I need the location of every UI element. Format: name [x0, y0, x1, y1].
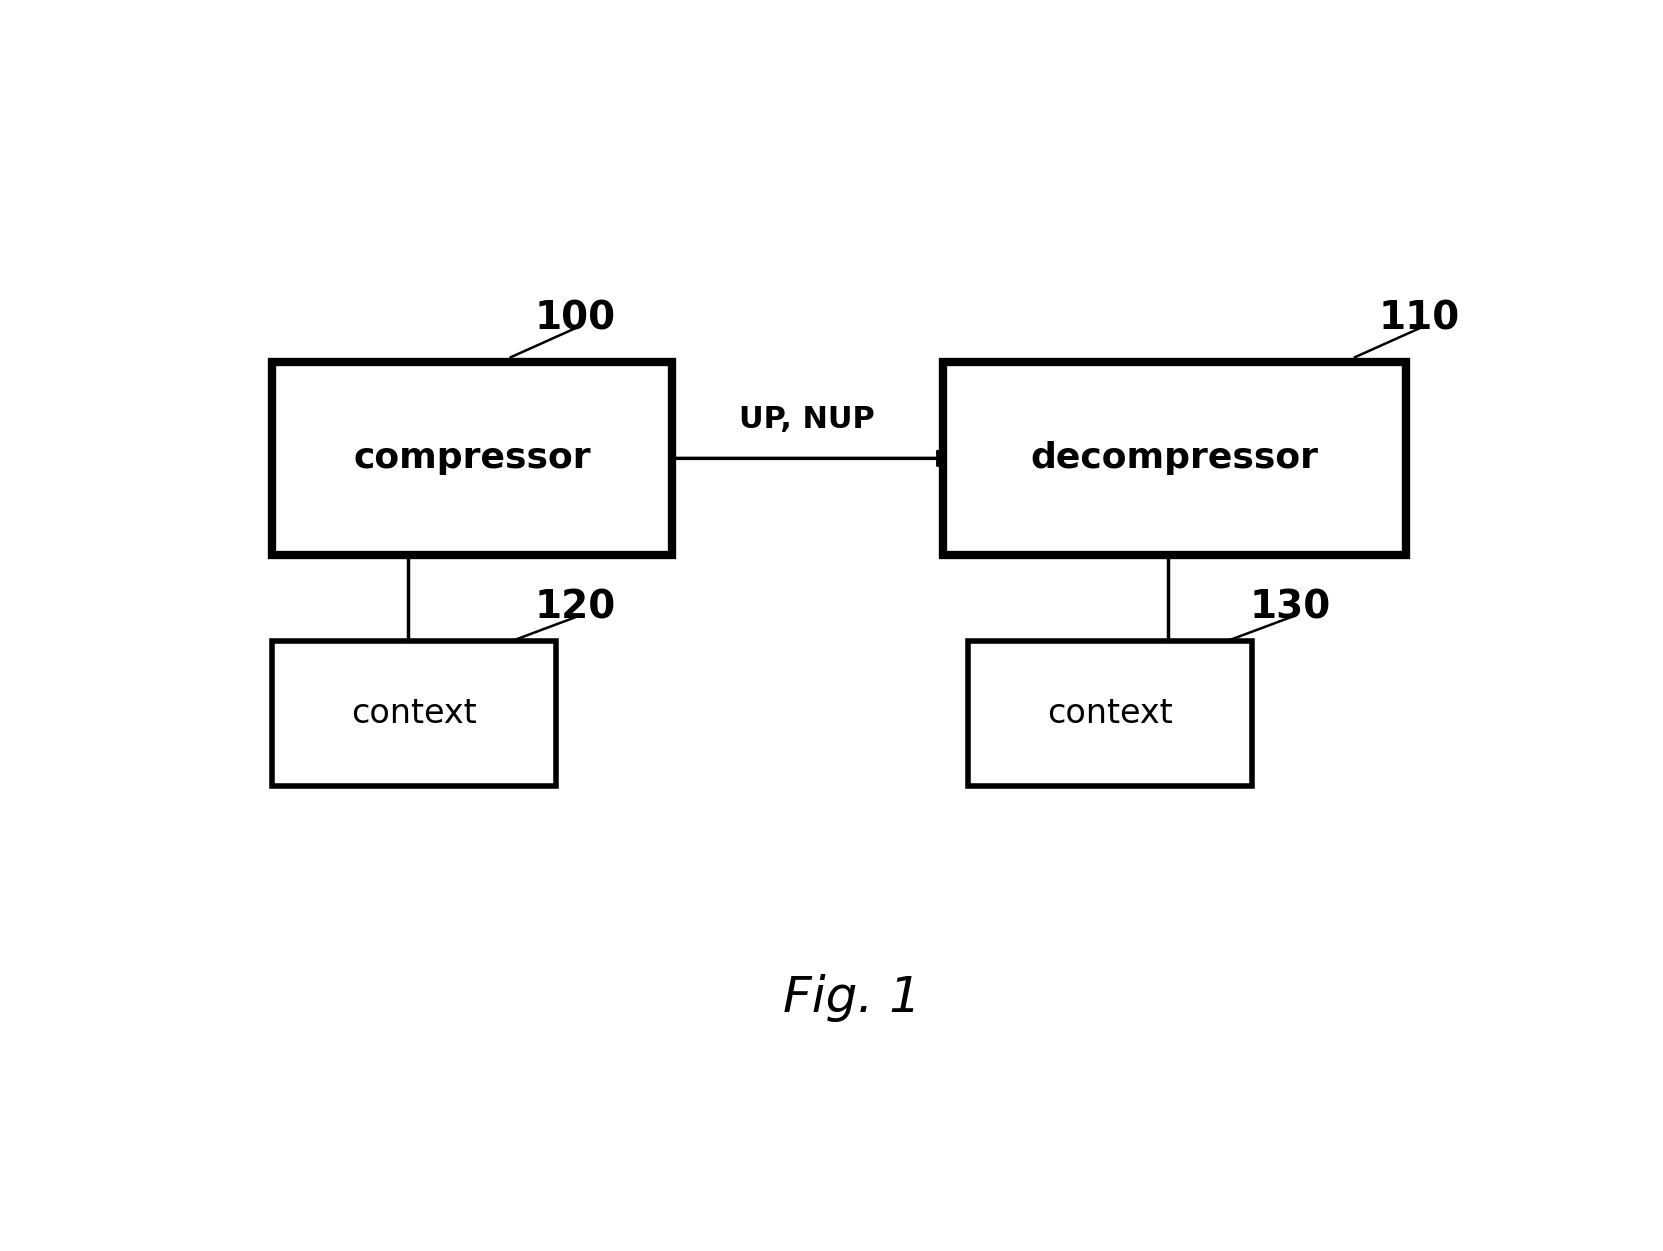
Text: 130: 130 — [1251, 589, 1330, 627]
Text: 110: 110 — [1379, 300, 1460, 338]
Bar — [273, 642, 555, 786]
Text: UP, NUP: UP, NUP — [740, 405, 875, 434]
Text: 100: 100 — [534, 300, 615, 338]
Text: 120: 120 — [534, 589, 615, 627]
Text: compressor: compressor — [353, 442, 590, 475]
Text: context: context — [1048, 697, 1172, 731]
Text: Fig. 1: Fig. 1 — [783, 973, 921, 1022]
Bar — [968, 642, 1252, 786]
Bar — [943, 362, 1407, 554]
Text: decompressor: decompressor — [1031, 442, 1319, 475]
Bar — [273, 362, 672, 554]
Text: context: context — [351, 697, 477, 731]
